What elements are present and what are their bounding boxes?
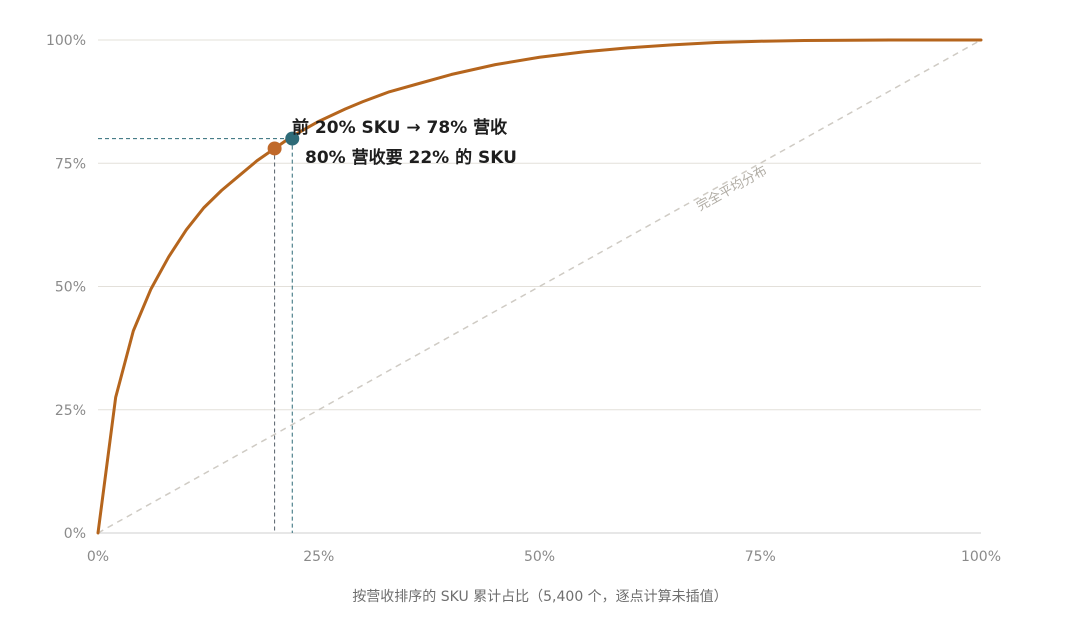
x-tick-label: 25% — [303, 549, 334, 565]
annotation-80-revenue: 80% 营收要 22% 的 SKU — [305, 147, 517, 168]
cumulative-curve — [96, 38, 983, 535]
y-tick-label: 25% — [55, 403, 86, 419]
axis-ticks: 0% 25% 50% 75% 100% 0% 25% 50% 75% 100% — [46, 33, 1001, 565]
annotation-top-20-sku: 前 20% SKU → 78% 营收 — [292, 117, 507, 138]
x-axis-label: 按营收排序的 SKU 累计占比（5,400 个，逐点计算未插值） — [352, 589, 727, 605]
y-tick-label: 50% — [55, 280, 86, 296]
equal-distribution-line — [97, 39, 982, 534]
x-tick-label: 0% — [87, 549, 109, 565]
x-tick-label: 75% — [745, 549, 776, 565]
point-20pct-sku — [267, 141, 282, 156]
point-80pct-revenue — [285, 131, 300, 146]
y-tick-label: 75% — [55, 156, 86, 172]
guide-lines — [98, 138, 293, 533]
y-tick-label: 0% — [64, 526, 86, 542]
cumulative-revenue-line — [96, 38, 983, 535]
y-tick-label: 100% — [46, 33, 86, 49]
x-tick-label: 100% — [961, 549, 1001, 565]
grid-lines — [98, 39, 981, 534]
highlight-points — [267, 131, 300, 156]
x-tick-label: 50% — [524, 549, 555, 565]
equal-distribution-diagonal — [97, 39, 982, 534]
reference-line-label: 完全平均分布 — [694, 163, 770, 215]
